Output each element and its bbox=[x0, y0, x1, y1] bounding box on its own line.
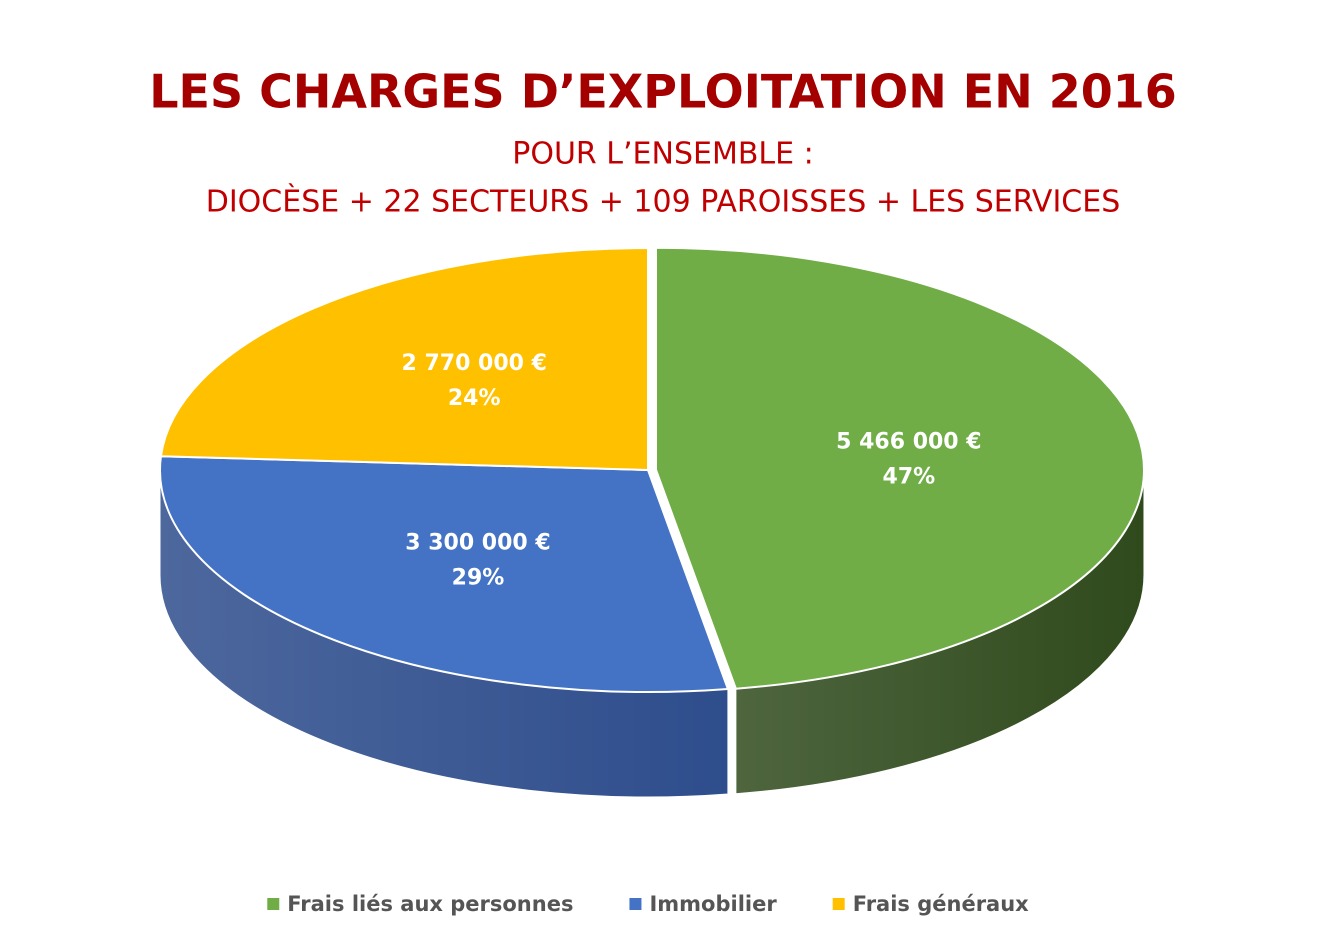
legend-swatch bbox=[832, 898, 845, 910]
legend-swatch bbox=[629, 898, 642, 910]
legend-swatch bbox=[267, 898, 280, 910]
slice bbox=[159, 246, 649, 472]
legend: Frais liés aux personnes Immobilier Frais … bbox=[267, 892, 1029, 916]
legend-label: Immobilier bbox=[649, 892, 777, 916]
chart-subtitle: DIOCÈSE + 22 SECTEURS + 109 PAROISSES + … bbox=[206, 184, 1121, 220]
chart-subtitle: POUR L’ENSEMBLE : bbox=[512, 137, 813, 172]
chart-title: LES CHARGES D’EXPLOITATION EN 2016 bbox=[149, 65, 1177, 119]
slice bbox=[654, 246, 1145, 690]
legend-label: Frais généraux bbox=[853, 892, 1029, 916]
legend-label: Frais liés aux personnes bbox=[287, 892, 573, 916]
percent-label: 24% bbox=[448, 386, 501, 411]
value-label: 3 300 000 € bbox=[405, 531, 550, 556]
percent-label: 29% bbox=[452, 566, 505, 591]
slice bbox=[159, 455, 730, 693]
percent-label: 47% bbox=[883, 465, 936, 490]
value-label: 2 770 000 € bbox=[401, 351, 546, 376]
value-label: 5 466 000 € bbox=[836, 430, 981, 455]
